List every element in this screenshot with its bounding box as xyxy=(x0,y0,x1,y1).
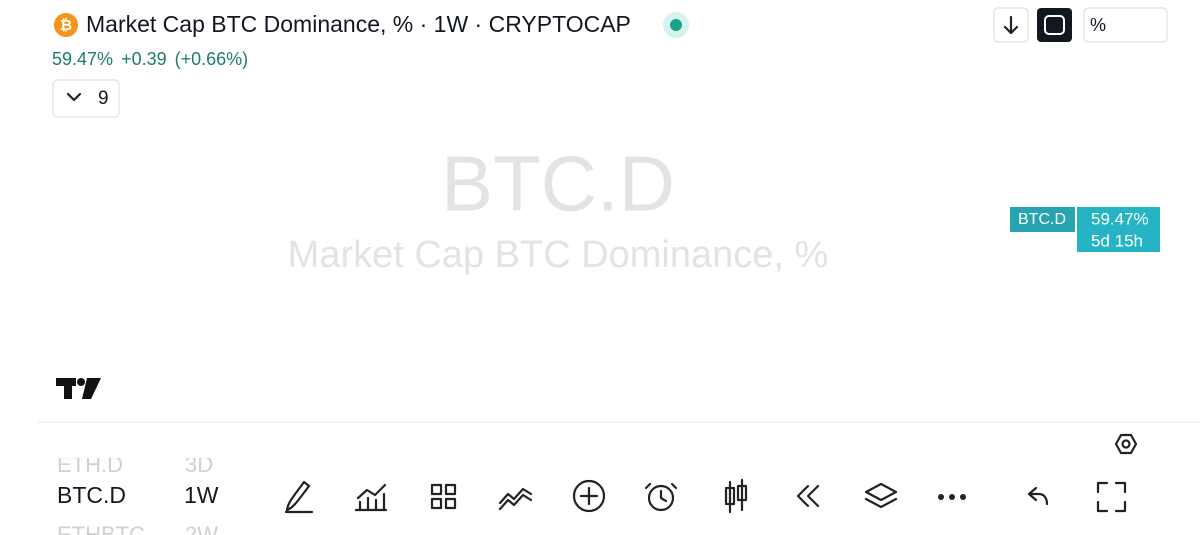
objects-icon[interactable] xyxy=(864,482,898,509)
fullscreen-icon[interactable] xyxy=(1096,481,1127,513)
undo-icon[interactable] xyxy=(1027,486,1049,506)
tv-logo xyxy=(56,378,101,399)
price-tag-price: 59.47% xyxy=(1091,209,1149,228)
scale-button[interactable] xyxy=(1083,7,1168,43)
candles-icon-wicks[interactable] xyxy=(728,478,744,514)
compare-icon[interactable] xyxy=(498,487,533,511)
replay-icon[interactable] xyxy=(796,484,820,508)
layouts-icon[interactable] xyxy=(430,483,457,510)
chevron-icon xyxy=(66,92,82,102)
price-tag-name-bg xyxy=(1010,207,1075,232)
picker-interval: 3D xyxy=(185,452,213,477)
add-icon[interactable] xyxy=(572,479,606,513)
last-price: 59.47% xyxy=(52,49,113,69)
add-plus xyxy=(579,486,599,506)
market-status xyxy=(670,19,682,31)
layout-button[interactable] xyxy=(1037,8,1072,42)
coin-glyph: ₿ xyxy=(60,17,72,34)
change: +0.39 xyxy=(121,49,167,69)
indicators-count: 9 xyxy=(98,88,109,109)
picker-above: ETH.D 3D xyxy=(57,452,213,477)
picker-symbol-below: ETHBTC xyxy=(57,522,145,535)
picker-interval-below: 2W xyxy=(185,522,218,535)
price-tag-bg xyxy=(1077,207,1160,252)
picker-symbol: ETH.D xyxy=(57,452,123,477)
toolbar-symbol[interactable]: BTC.D xyxy=(57,482,126,508)
candle-b xyxy=(736,484,748,502)
quote-line: 59.47% +0.39 (+0.66%) xyxy=(52,49,248,69)
axis-settings-icon[interactable] xyxy=(1114,433,1138,455)
more-dot[interactable] xyxy=(938,494,944,500)
toolbar-interval[interactable]: 1W xyxy=(184,482,219,508)
more-dot xyxy=(960,494,966,500)
toolbar-icons xyxy=(284,478,1127,514)
indicators-button[interactable] xyxy=(52,79,120,118)
draw-icon[interactable] xyxy=(284,480,314,514)
alert-icon[interactable] xyxy=(647,484,675,512)
coin-icon xyxy=(54,13,78,37)
watermark: BTC.D Market Cap BTC Dominance, % xyxy=(288,140,829,276)
indicators-icon[interactable] xyxy=(354,483,388,512)
layout-icon xyxy=(1044,15,1065,35)
alert-hands xyxy=(644,482,678,503)
chart-title[interactable]: Market Cap BTC Dominance, % · 1W · CRYPT… xyxy=(86,11,631,37)
scale-label: % xyxy=(1090,15,1106,35)
change-percent: (+0.66%) xyxy=(175,49,249,69)
watermark-description: Market Cap BTC Dominance, % xyxy=(288,234,829,276)
price-tag-name: BTC.D xyxy=(1018,211,1066,228)
candle-a xyxy=(724,486,736,506)
arrow-icon xyxy=(1003,15,1019,35)
price-tag-countdown: 5d 15h xyxy=(1091,231,1143,250)
more-dot xyxy=(949,494,955,500)
watermark-symbol: BTC.D xyxy=(441,140,675,228)
axis-settings-dot xyxy=(1121,439,1131,449)
